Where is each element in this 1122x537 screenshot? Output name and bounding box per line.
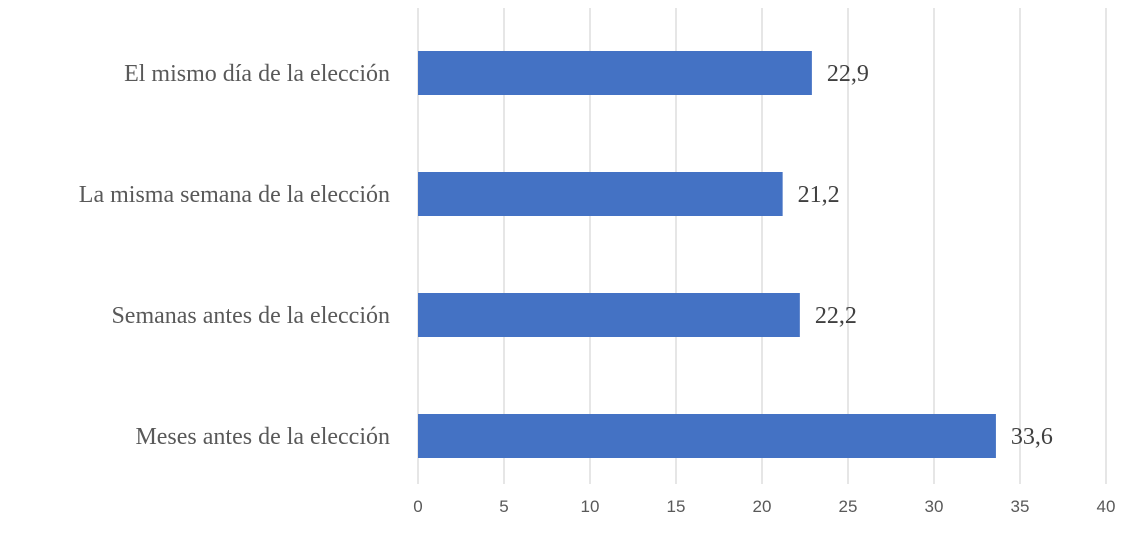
- bar: [418, 414, 996, 458]
- bar: [418, 293, 800, 337]
- x-axis-tick-labels: 0 5 10 15 20 25 30 35 40: [413, 497, 1115, 516]
- x-tick-label: 40: [1097, 497, 1116, 516]
- x-tick-label: 5: [499, 497, 508, 516]
- x-tick-label: 30: [925, 497, 944, 516]
- x-tick-label: 10: [581, 497, 600, 516]
- data-label: 22,9: [827, 61, 869, 87]
- data-label: 22,2: [815, 303, 857, 329]
- category-labels: El mismo día de la elección La misma sema…: [79, 61, 390, 450]
- value-labels: 22,9 21,2 22,2 33,6: [798, 61, 1053, 450]
- bar: [418, 172, 783, 216]
- category-label: Semanas antes de la elección: [111, 303, 390, 329]
- x-tick-label: 35: [1011, 497, 1030, 516]
- bars: [418, 51, 996, 458]
- x-tick-label: 0: [413, 497, 422, 516]
- data-label: 21,2: [798, 182, 840, 208]
- category-label: El mismo día de la elección: [124, 61, 390, 87]
- data-label: 33,6: [1011, 424, 1053, 450]
- category-label: Meses antes de la elección: [135, 424, 390, 450]
- x-tick-label: 15: [667, 497, 686, 516]
- category-label: La misma semana de la elección: [79, 182, 390, 208]
- x-tick-label: 25: [839, 497, 858, 516]
- bar: [418, 51, 812, 95]
- x-tick-label: 20: [753, 497, 772, 516]
